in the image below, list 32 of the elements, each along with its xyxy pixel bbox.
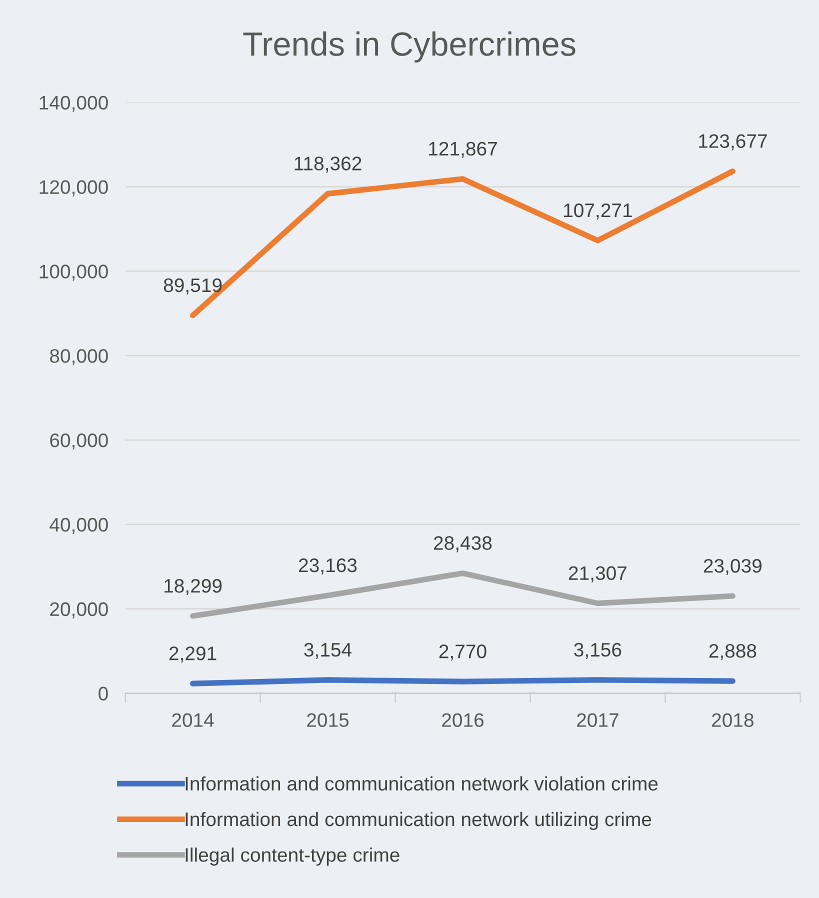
data-label: 89,519 [164,278,222,294]
y-tick-label: 0 [98,686,108,700]
x-tick-label: 2015 [307,713,349,727]
data-label: 107,271 [564,203,632,220]
data-label: 28,438 [434,536,492,552]
data-label: 3,156 [574,642,622,659]
chart-title: Trends in Cybercrimes [243,31,576,63]
data-label: 18,299 [164,578,222,596]
x-tick-label: 2016 [442,713,484,727]
x-tick-label: 2017 [577,713,618,727]
legend-label: Information and communication network utilizing crime [186,812,652,830]
y-tick-label: 100,000 [40,264,108,281]
x-tick-label: 2018 [712,713,754,727]
data-label: 2,770 [439,644,486,661]
y-tick-label: 20,000 [50,602,108,618]
data-label: 123,677 [699,134,767,150]
legend-label: Information and communication network violation crime [186,776,658,791]
data-label: 2,888 [709,644,756,660]
data-label: 3,154 [304,642,352,659]
y-tick-label: 40,000 [50,518,108,534]
data-label: 118,362 [294,156,362,173]
data-label: 21,307 [568,566,626,582]
y-tick-label: 80,000 [50,349,108,366]
data-label: 23,163 [299,558,357,575]
data-label: 121,867 [429,142,497,158]
y-tick-label: 60,000 [50,433,108,450]
x-tick-label: 2014 [172,713,214,727]
legend-label: Illegal content-type crime [186,848,400,866]
data-label: 2,291 [169,646,216,663]
data-label: 23,039 [704,558,762,576]
y-tick-label: 120,000 [40,180,108,196]
y-tick-label: 140,000 [40,96,108,112]
